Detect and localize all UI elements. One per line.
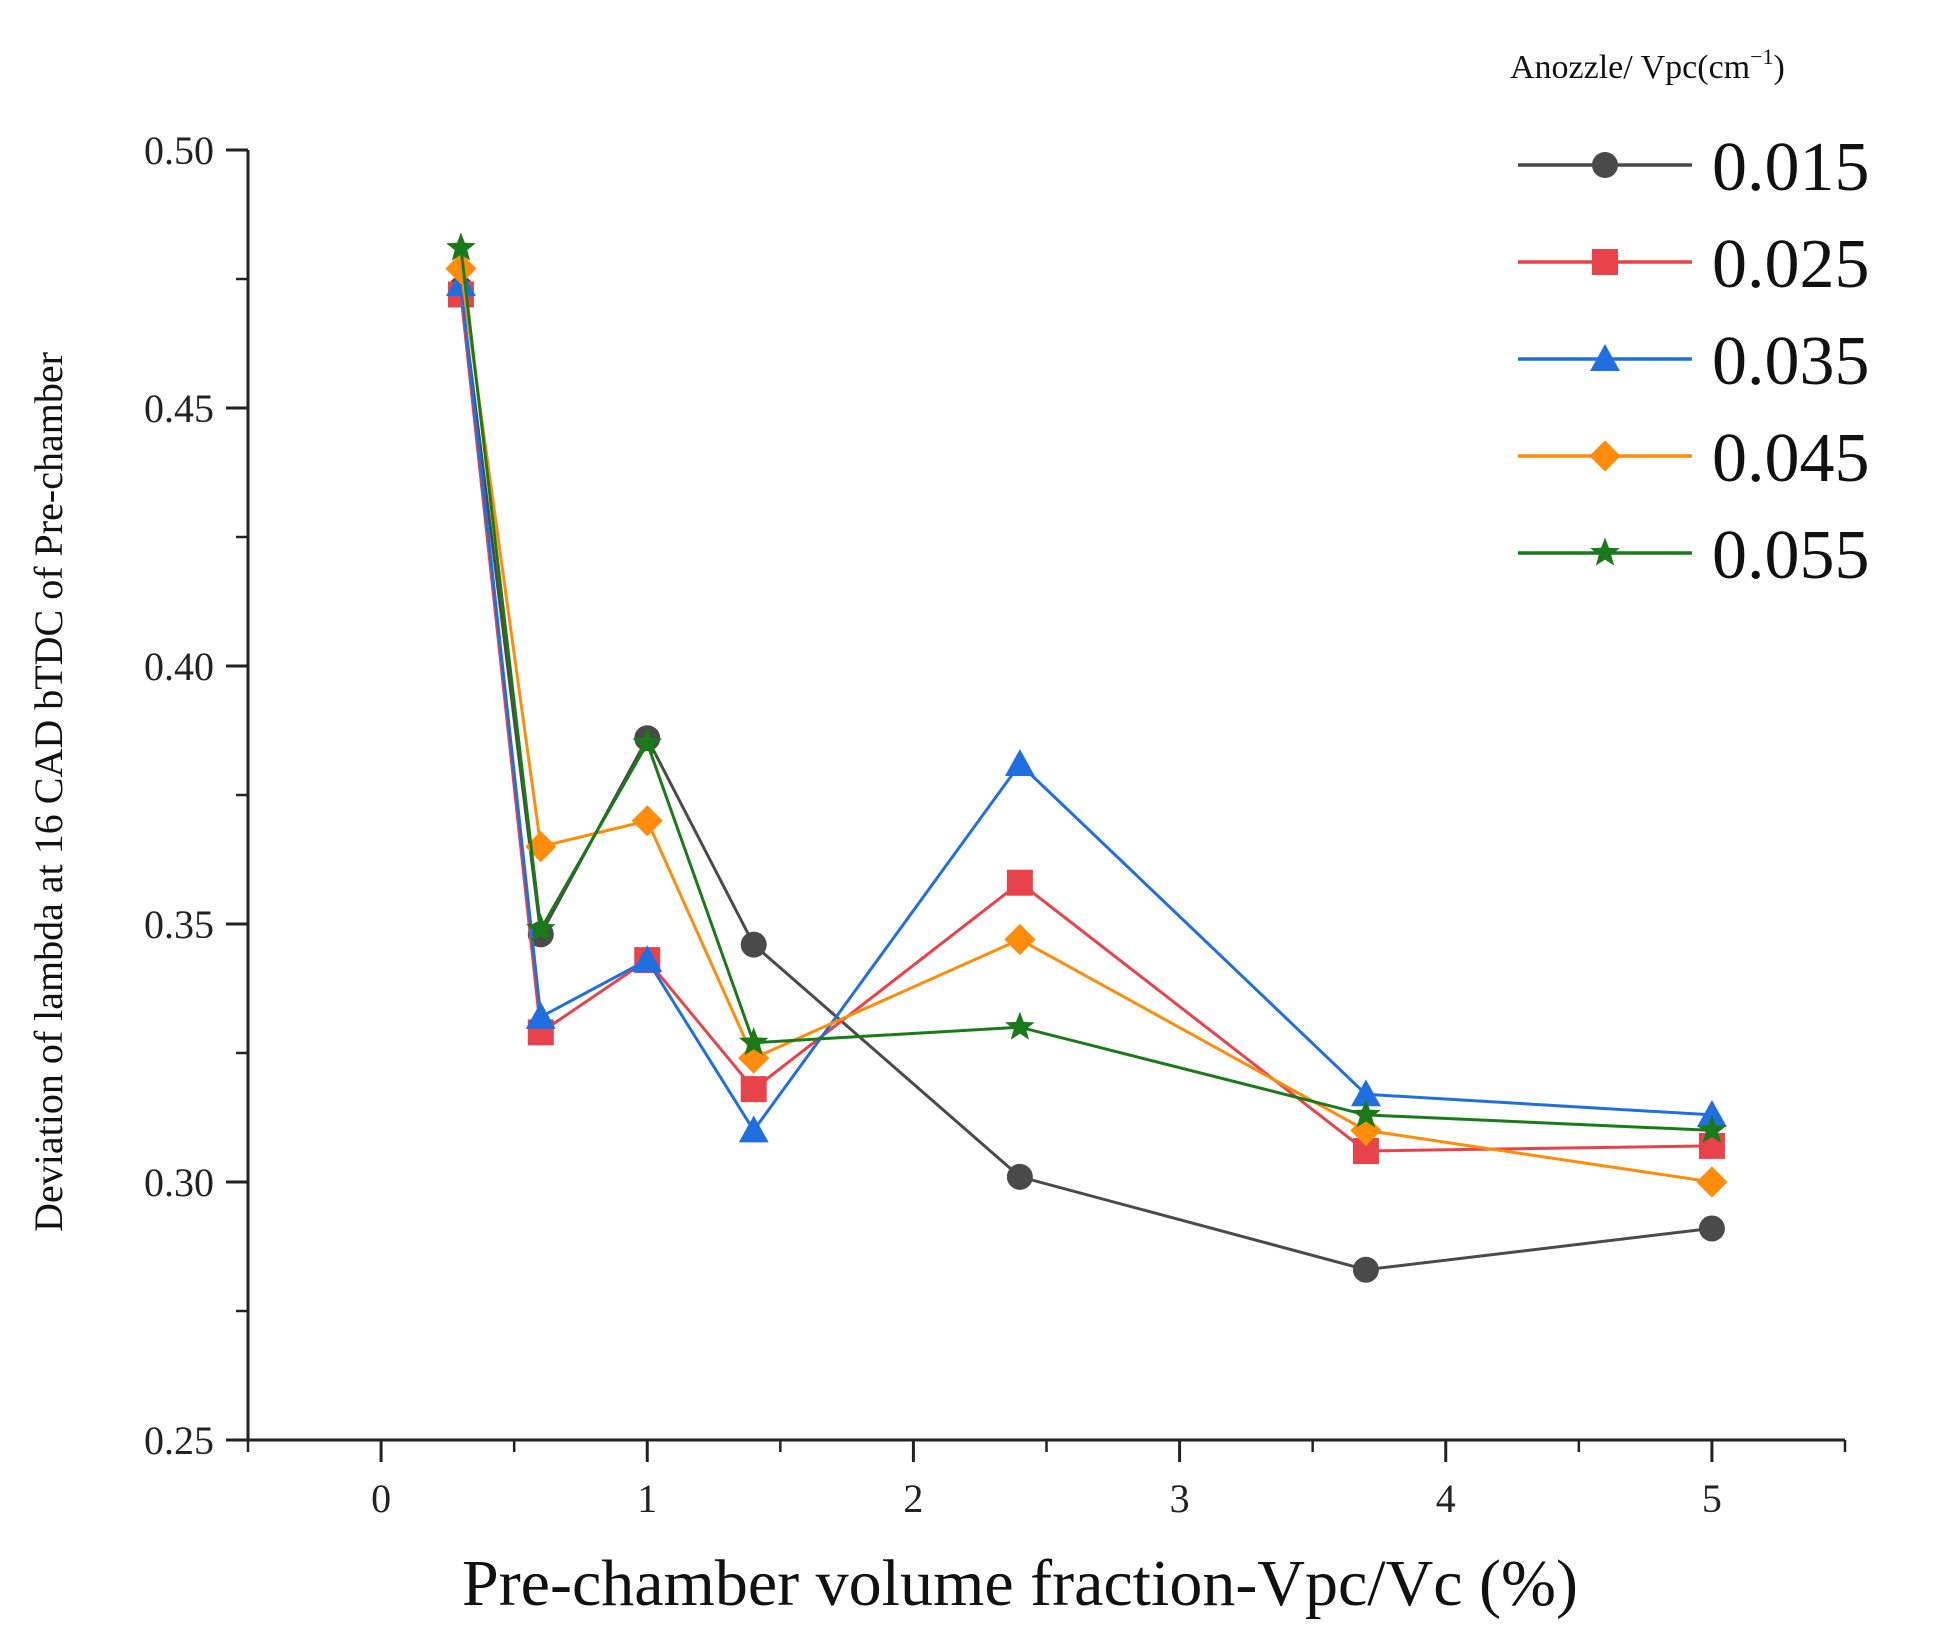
x-tick-label: 2 [903, 1476, 923, 1521]
series-0.045 [445, 253, 1728, 1198]
x-tick-label: 5 [1702, 1476, 1722, 1521]
data-point [1351, 1099, 1381, 1128]
series-0.055 [446, 232, 1727, 1143]
legend-item: 0.055 [1518, 517, 1870, 594]
data-point [1696, 1166, 1728, 1198]
legend-label: 0.015 [1712, 129, 1870, 206]
legend-title-main: Anozzle/ Vpc(cm [1510, 49, 1750, 86]
data-point [1352, 1256, 1379, 1283]
data-point [632, 727, 663, 756]
data-point [446, 232, 476, 261]
x-axis-title: Pre-chamber volume fraction-Vpc/Vc (%) [462, 1547, 1578, 1620]
legend-item: 0.045 [1518, 420, 1870, 497]
y-tick-label: 0.40 [144, 644, 214, 689]
legend-title-sup: −1 [1750, 44, 1773, 69]
legend-marker [1590, 344, 1620, 371]
data-point [525, 913, 556, 942]
legend-marker [1592, 249, 1618, 275]
data-point [1350, 1079, 1381, 1107]
data-point [525, 1001, 556, 1029]
series-0.035 [445, 269, 1727, 1143]
y-tick-label: 0.35 [144, 902, 214, 947]
series-0.025 [447, 281, 1725, 1165]
legend-marker [1592, 152, 1618, 178]
data-point [740, 1076, 767, 1103]
y-tick-label: 0.30 [144, 1160, 214, 1205]
x-tick-label: 1 [637, 1476, 657, 1521]
series-line [459, 284, 1712, 1134]
data-point [1004, 923, 1036, 956]
y-tick-label: 0.45 [144, 386, 214, 431]
data-point [1005, 1011, 1035, 1040]
data-point [445, 253, 477, 285]
data-point [738, 1027, 769, 1056]
legend-item: 0.025 [1518, 226, 1870, 303]
data-point [632, 945, 663, 973]
y-axis-title: Deviation of lambda at 16 CAD bTDC of Pr… [26, 352, 71, 1232]
y-tick-label: 0.25 [144, 1418, 214, 1463]
legend-item: 0.015 [1518, 129, 1870, 206]
legend-title-end: ) [1774, 49, 1785, 86]
legend-label: 0.035 [1712, 323, 1870, 400]
data-point [1004, 749, 1035, 776]
data-point [525, 831, 557, 863]
y-tick-label: 0.50 [144, 128, 214, 173]
series-0.015 [447, 276, 1725, 1283]
legend: Anozzle/ Vpc(cm−1) 0.015 0.025 0.035 0.045 0… [1510, 44, 1870, 594]
x-tick-label: 4 [1436, 1476, 1456, 1521]
x-tick-label: 0 [371, 1476, 391, 1521]
data-point [1006, 869, 1033, 896]
data-point [738, 1115, 769, 1143]
legend-label: 0.055 [1712, 517, 1870, 594]
series-line [459, 294, 1712, 1153]
data-point [1006, 1163, 1033, 1190]
data-point [1696, 1099, 1727, 1127]
series-layer [445, 232, 1728, 1283]
data-point [1698, 1132, 1725, 1159]
legend-marker [1590, 537, 1620, 566]
data-point [740, 931, 767, 958]
data-point [631, 805, 663, 837]
legend-label: 0.025 [1712, 226, 1870, 303]
series-line [459, 247, 1712, 1132]
data-point [1697, 1114, 1727, 1143]
legend-item: 0.035 [1518, 323, 1870, 400]
legend-label: 0.045 [1712, 420, 1870, 497]
legend-marker [1589, 440, 1621, 472]
axes: 0 1 2 3 4 5 0.25 0.30 0.35 0.40 0.45 0.50 [144, 128, 1847, 1521]
legend-title: Anozzle/ Vpc(cm−1) [1510, 44, 1785, 86]
data-point [1698, 1215, 1725, 1242]
x-tick-label: 3 [1170, 1476, 1190, 1521]
